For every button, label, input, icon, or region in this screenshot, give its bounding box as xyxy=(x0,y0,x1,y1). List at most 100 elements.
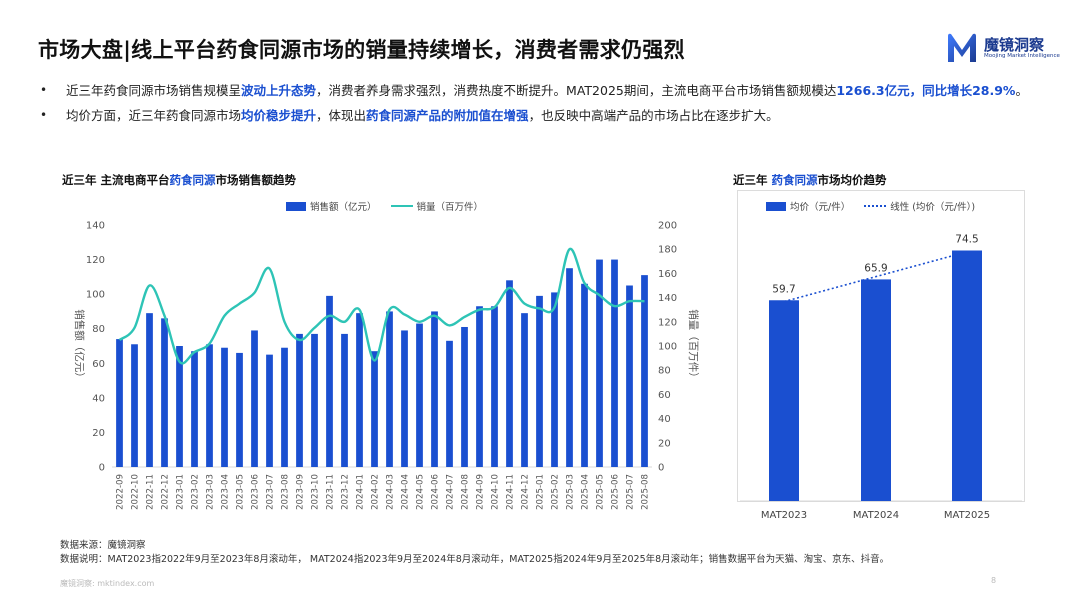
sales-bar xyxy=(581,283,588,467)
sales-bar xyxy=(611,259,618,467)
right-y-tick-label: 200 xyxy=(658,221,677,232)
left-x-tick-label: 2024-01 xyxy=(356,474,366,510)
bullet-dot: • xyxy=(40,83,48,97)
m-logo-icon xyxy=(948,33,976,62)
left-x-tick-label: 2023-12 xyxy=(341,474,351,510)
data-source: 数据来源：魔镜洞察 xyxy=(60,540,146,551)
left-x-tick-label: 2023-05 xyxy=(236,474,246,510)
left-chart-legend: 销售额（亿元） 销量（百万件） xyxy=(286,199,483,213)
price-trendline xyxy=(783,251,968,303)
sales-bar xyxy=(596,259,603,467)
left-x-tick-label: 2025-01 xyxy=(536,474,546,510)
sales-bar xyxy=(296,333,303,467)
left-x-tick-label: 2025-02 xyxy=(551,474,561,510)
right-y-tick-label: 20 xyxy=(658,438,671,449)
sales-bar xyxy=(266,354,273,467)
bullet-2-text: ，也反映中高端产品的市场占比在逐步扩大。 xyxy=(528,108,779,123)
sales-bar xyxy=(311,333,318,467)
left-x-tick-label: 2025-08 xyxy=(641,474,651,510)
right-y-tick-label: 180 xyxy=(658,245,677,256)
summary-bullets: • 近三年药食同源市场销售规模呈波动上升态势，消费者养身需求强烈，消费热度不断提升… xyxy=(40,80,1050,130)
sales-bar xyxy=(641,275,648,467)
left-y-tick-label: 20 xyxy=(92,428,105,439)
price-value-label: 59.7 xyxy=(772,283,795,295)
left-x-tick-label: 2023-07 xyxy=(266,474,276,510)
left-x-tick-label: 2022-12 xyxy=(161,474,171,510)
sales-bar xyxy=(131,344,138,467)
right-y-tick-label: 60 xyxy=(658,390,671,401)
legend-price-swatch xyxy=(766,201,786,211)
left-x-tick-label: 2023-06 xyxy=(251,474,261,510)
left-x-tick-label: 2025-05 xyxy=(596,474,606,510)
logo-name: 魔镜洞察 xyxy=(984,36,1045,54)
sales-bar xyxy=(626,285,633,467)
right-title-highlight: 药食同源 xyxy=(771,173,818,187)
left-x-tick-label: 2025-03 xyxy=(566,474,576,510)
left-x-tick-label: 2023-01 xyxy=(176,474,186,510)
bullet-2: • 均价方面，近三年药食同源市场均价稳步提升，体现出药食同源产品的附加值在增强，也… xyxy=(40,105,1050,126)
sales-bar xyxy=(476,306,483,467)
sales-bar xyxy=(146,313,153,467)
bullet-1-text: 近三年药食同源市场销售规模呈 xyxy=(66,83,242,98)
sales-bar xyxy=(221,347,228,467)
left-x-tick-label: 2024-04 xyxy=(401,474,411,510)
left-x-tick-label: 2022-09 xyxy=(116,474,126,510)
sales-bar xyxy=(116,339,123,467)
bullet-2-text: 均价方面，近三年药食同源市场 xyxy=(66,108,242,123)
price-bar xyxy=(952,250,982,501)
left-x-tick-label: 2024-11 xyxy=(506,474,516,510)
left-x-tick-label: 2022-10 xyxy=(131,474,141,510)
page-number: 8 xyxy=(991,576,997,585)
legend-trend-swatch xyxy=(864,205,887,207)
sales-bar xyxy=(206,344,213,467)
right-y-tick-label: 100 xyxy=(658,342,677,353)
page-title: 市场大盘|线上平台药食同源市场的销量持续增长，消费者需求仍强烈 xyxy=(38,38,685,62)
sales-bar xyxy=(401,330,408,467)
left-y-axis-title: 销售额（亿元） xyxy=(73,309,86,383)
sales-bar xyxy=(386,311,393,467)
left-x-tick-label: 2024-05 xyxy=(416,474,426,510)
bullet-2-highlight: 均价稳步提升 xyxy=(241,108,317,123)
left-x-tick-label: 2025-07 xyxy=(626,474,636,510)
sales-bar xyxy=(431,311,438,467)
left-y-tick-label: 120 xyxy=(86,255,105,266)
price-bar xyxy=(861,279,891,501)
left-y-tick-label: 80 xyxy=(92,324,105,335)
left-title-highlight: 药食同源 xyxy=(169,173,216,187)
logo: 魔镜洞察 Moojing Market Intelligence xyxy=(944,30,1064,66)
sales-bar xyxy=(191,351,198,467)
right-y-tick-label: 40 xyxy=(658,414,671,425)
left-x-tick-label: 2024-08 xyxy=(461,474,471,510)
left-x-tick-label: 2024-03 xyxy=(386,474,396,510)
left-y-tick-label: 140 xyxy=(86,221,105,232)
right-chart-legend: 均价（元/件） 线性 (均价（元/件）) xyxy=(766,199,975,213)
footer-site: 魔镜洞察: mktindex.com xyxy=(60,579,155,588)
right-y-tick-label: 80 xyxy=(658,366,671,377)
right-y-axis-title: 销量（百万件） xyxy=(687,309,700,383)
sales-bar xyxy=(371,351,378,467)
sales-bar xyxy=(236,352,243,467)
left-x-tick-label: 2024-10 xyxy=(491,474,501,510)
volume-line xyxy=(118,247,645,365)
left-x-tick-label: 2025-04 xyxy=(581,474,591,510)
sales-bar xyxy=(551,292,558,467)
legend-sales-label: 销售额（亿元） xyxy=(310,202,377,213)
left-title-text: 市场销售额趋势 xyxy=(215,173,297,187)
legend-price-label: 均价（元/件） xyxy=(790,202,851,213)
right-y-tick-label: 140 xyxy=(658,293,677,304)
left-x-tick-label: 2023-11 xyxy=(326,474,336,510)
bullet-1-text: 。 xyxy=(1015,83,1028,98)
right-y-tick-label: 160 xyxy=(658,269,677,280)
left-x-tick-label: 2023-09 xyxy=(296,474,306,510)
sales-bar xyxy=(341,333,348,467)
right-x-tick-label: MAT2025 xyxy=(944,510,990,521)
left-x-tick-label: 2024-02 xyxy=(371,474,381,510)
left-x-tick-label: 2024-12 xyxy=(521,474,531,510)
sales-bar xyxy=(281,347,288,467)
left-x-tick-label: 2023-02 xyxy=(191,474,201,510)
left-y-tick-label: 0 xyxy=(99,463,105,474)
sales-bar xyxy=(461,326,468,467)
left-x-tick-label: 2022-11 xyxy=(146,474,156,510)
sales-bar xyxy=(356,313,363,467)
